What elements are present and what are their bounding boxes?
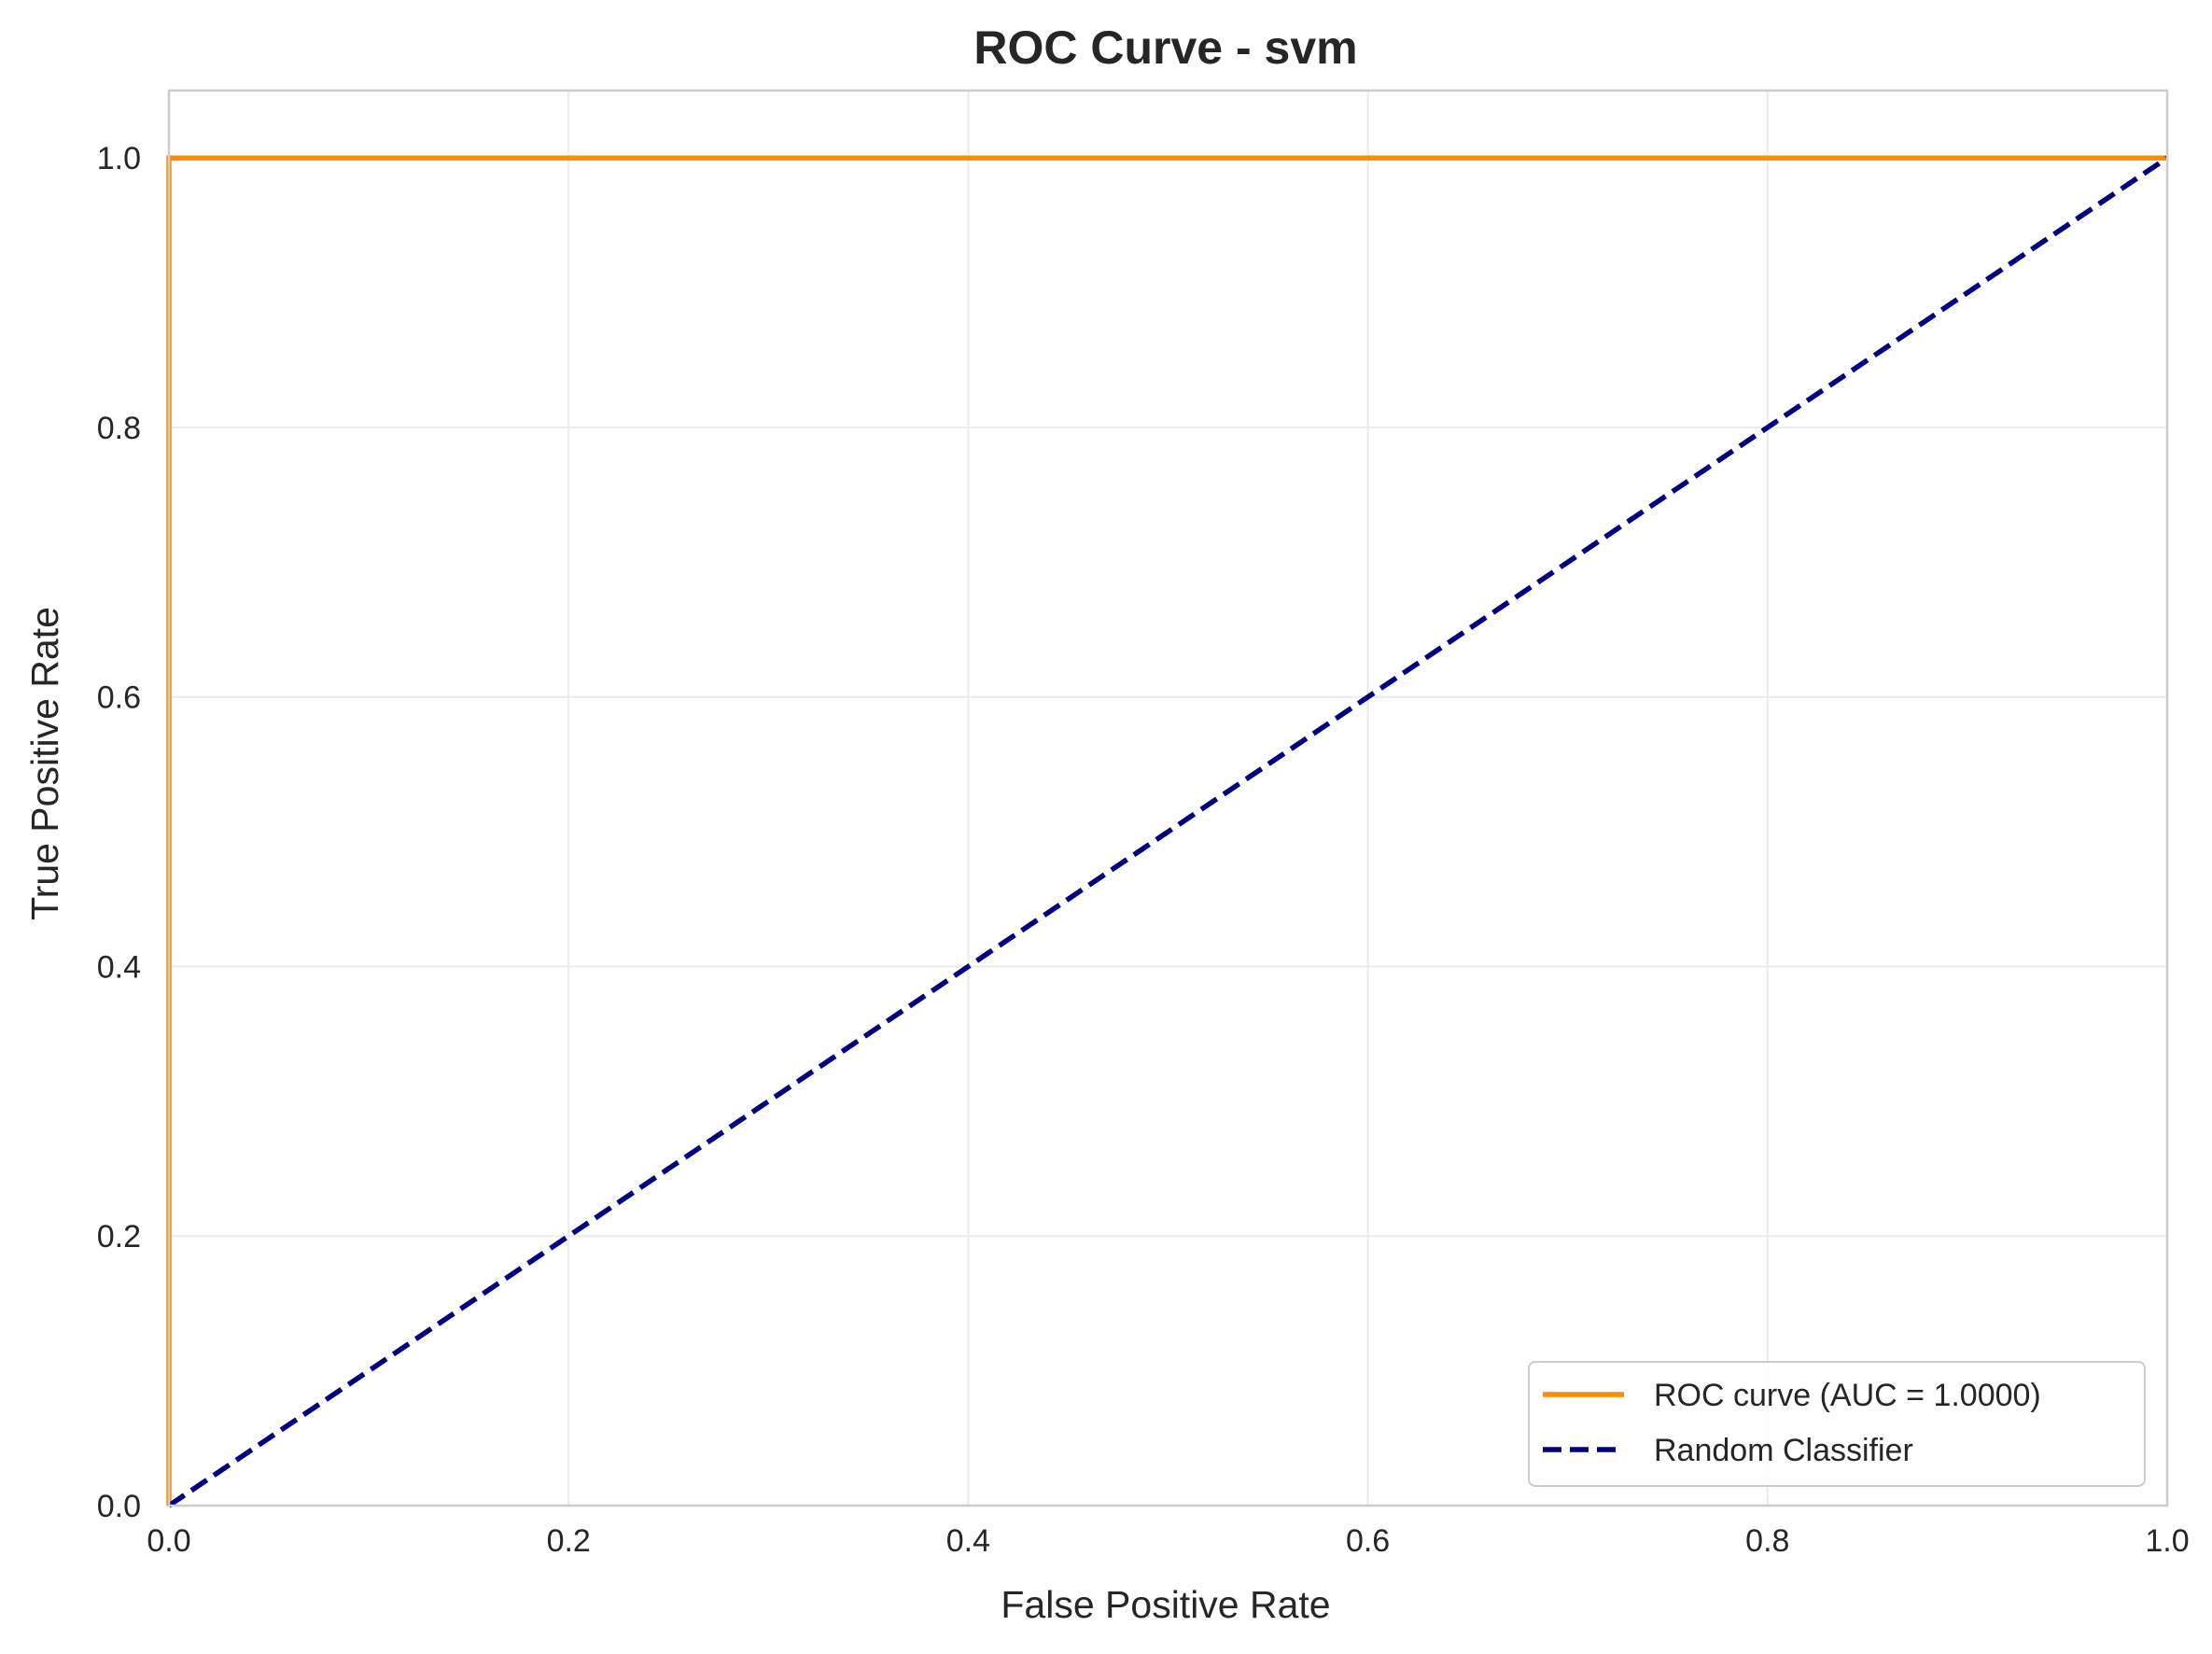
y-tick-label: 1.0: [97, 141, 141, 176]
grid-layer: [168, 91, 2168, 1507]
tick-layer: 0.0 0.2 0.4 0.6 0.8 1.0 0.0 0.2 0.4 0.6 0.8 1.0: [97, 141, 2190, 1559]
y-tick-label: 0.2: [97, 1219, 141, 1255]
x-tick-label: 0.8: [1745, 1523, 1789, 1559]
x-tick-label: 1.0: [2145, 1523, 2189, 1559]
y-tick-label: 0.0: [97, 1489, 141, 1524]
x-tick-label: 0.4: [946, 1523, 990, 1559]
legend-label-roc: ROC curve (AUC = 1.0000): [1654, 1378, 2041, 1413]
x-tick-label: 0.6: [1346, 1523, 1390, 1559]
x-axis-label: False Positive Rate: [1001, 1583, 1330, 1626]
random-classifier-line: [167, 155, 2169, 1508]
legend-label-random: Random Classifier: [1654, 1433, 1913, 1468]
plot-frame: [167, 89, 2169, 1507]
legend-box: [1528, 1361, 2146, 1487]
y-tick-label: 0.8: [97, 411, 141, 446]
y-tick-label: 0.6: [97, 680, 141, 716]
y-axis-label: True Positive Rate: [23, 607, 66, 920]
x-tick-label: 0.2: [547, 1523, 591, 1559]
legend: ROC curve (AUC = 1.0000) Random Classifi…: [1528, 1361, 2146, 1487]
y-tick-label: 0.4: [97, 949, 141, 985]
chart-title: ROC Curve - svm: [973, 21, 1357, 74]
x-tick-label: 0.0: [147, 1523, 190, 1559]
